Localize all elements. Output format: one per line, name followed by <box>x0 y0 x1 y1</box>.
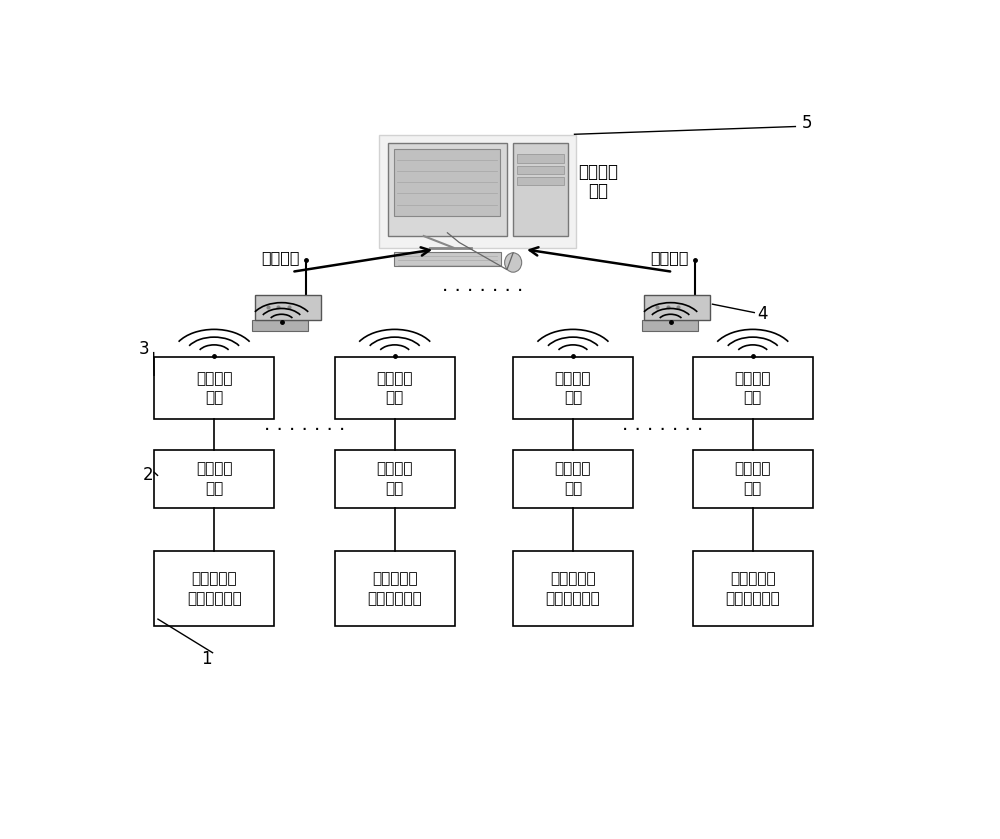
Bar <box>642 320 698 331</box>
Text: 无线通信
装置: 无线通信 装置 <box>376 371 413 405</box>
Text: 智能微处
理器: 智能微处 理器 <box>196 461 232 496</box>
Bar <box>388 143 507 236</box>
Text: 2: 2 <box>143 466 154 484</box>
Text: 智能微处
理器: 智能微处 理器 <box>734 461 771 496</box>
Bar <box>255 295 321 320</box>
Bar <box>252 320 308 331</box>
Bar <box>693 357 813 419</box>
Text: 热电水泥基
火灾探测装置: 热电水泥基 火灾探测装置 <box>725 571 780 606</box>
Text: 无线通信
装置: 无线通信 装置 <box>196 371 232 405</box>
Bar <box>513 357 633 419</box>
Text: 5: 5 <box>802 114 812 133</box>
Text: 智能微处
理器: 智能微处 理器 <box>376 461 413 496</box>
Bar <box>154 551 274 626</box>
Text: 智能网关: 智能网关 <box>650 250 688 265</box>
Text: · · · · · · ·: · · · · · · · <box>442 282 523 300</box>
Text: 无线通信
装置: 无线通信 装置 <box>555 371 591 405</box>
Text: 4: 4 <box>757 305 767 323</box>
Bar <box>335 450 455 508</box>
Bar <box>517 165 564 174</box>
Text: 智能网关: 智能网关 <box>261 250 299 265</box>
Text: 中心: 中心 <box>588 182 608 201</box>
Bar <box>513 143 568 236</box>
Bar <box>154 450 274 508</box>
Bar <box>335 357 455 419</box>
Bar <box>693 450 813 508</box>
Text: 无线通信
装置: 无线通信 装置 <box>734 371 771 405</box>
Text: 智能微处
理器: 智能微处 理器 <box>555 461 591 496</box>
Text: 热电水泥基
火灾探测装置: 热电水泥基 火灾探测装置 <box>187 571 242 606</box>
Text: 1: 1 <box>201 650 212 668</box>
Bar <box>335 551 455 626</box>
Bar <box>517 154 564 163</box>
Text: · · · · · · ·: · · · · · · · <box>264 420 345 440</box>
Text: 监控管理: 监控管理 <box>578 163 618 180</box>
Text: 热电水泥基
火灾探测装置: 热电水泥基 火灾探测装置 <box>546 571 600 606</box>
Bar <box>513 551 633 626</box>
Bar <box>394 149 500 216</box>
Text: · · · · · · ·: · · · · · · · <box>622 420 703 440</box>
Text: 3: 3 <box>139 341 150 358</box>
Text: 热电水泥基
火灾探测装置: 热电水泥基 火灾探测装置 <box>367 571 422 606</box>
Bar <box>513 450 633 508</box>
Ellipse shape <box>505 253 522 272</box>
Bar <box>517 177 564 185</box>
Bar <box>693 551 813 626</box>
Bar <box>154 357 274 419</box>
Bar <box>379 134 576 248</box>
Bar <box>644 295 710 320</box>
Bar <box>394 253 501 267</box>
